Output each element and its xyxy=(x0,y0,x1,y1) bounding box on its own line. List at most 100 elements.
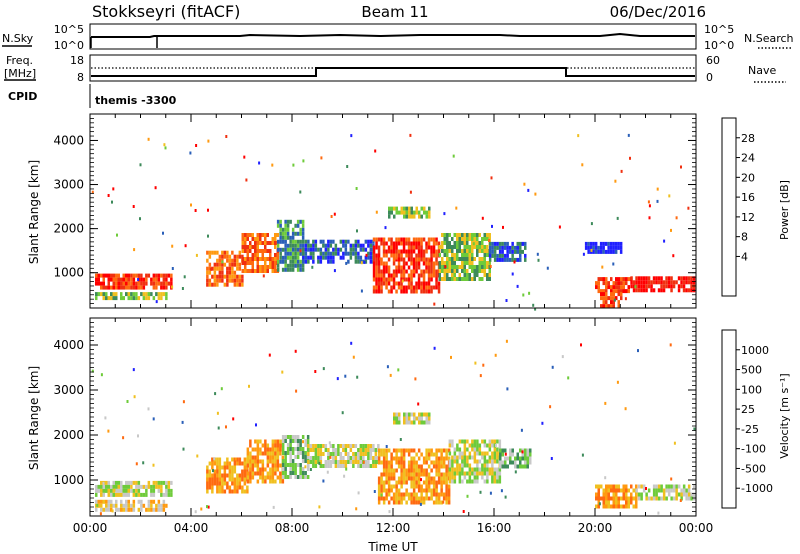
velocity-cell xyxy=(600,496,603,501)
velocity-cell xyxy=(657,488,661,493)
power-cell xyxy=(125,292,128,297)
power-cell xyxy=(137,296,141,301)
velocity-cell xyxy=(390,488,393,493)
power-cell xyxy=(369,255,373,260)
power-cell xyxy=(152,296,156,301)
velocity-cell xyxy=(127,492,130,497)
power-cell xyxy=(276,267,280,272)
power-cell xyxy=(274,265,277,269)
power-cell xyxy=(420,289,423,294)
velocity-cell xyxy=(261,479,265,484)
velocity-cell xyxy=(448,471,452,476)
velocity-cell xyxy=(382,472,386,477)
velocity-cell xyxy=(216,457,219,462)
velocity-cell xyxy=(165,484,168,489)
velocity-cell xyxy=(387,448,391,453)
power-cell xyxy=(420,273,423,278)
velocity-cell xyxy=(117,492,120,497)
velocity-cell xyxy=(612,500,615,505)
power-cell xyxy=(382,273,386,278)
velocity-cell xyxy=(110,507,113,512)
power-cell xyxy=(451,261,454,265)
velocity-cell xyxy=(367,456,370,460)
velocity-cell xyxy=(385,492,388,497)
power-cell xyxy=(218,270,222,275)
power-cell xyxy=(662,280,666,285)
power-cell xyxy=(478,257,481,261)
velocity-cell xyxy=(357,452,360,456)
power-cell xyxy=(458,257,461,261)
power-cell xyxy=(206,282,209,287)
power-cell xyxy=(301,263,305,268)
power-cell xyxy=(155,285,158,290)
power-scatter-point xyxy=(132,205,135,208)
velocity-scatter-point xyxy=(196,454,199,458)
power-cell xyxy=(216,266,219,271)
power-cell xyxy=(478,249,481,253)
power-cell xyxy=(249,249,252,253)
power-cell xyxy=(435,269,438,274)
velocity-cell xyxy=(213,477,217,482)
power-scatter-point xyxy=(320,156,323,160)
power-cell xyxy=(685,288,688,293)
velocity-cell xyxy=(127,503,130,508)
power-cell xyxy=(319,251,323,256)
velocity-cell xyxy=(249,475,252,480)
velocity-cell xyxy=(660,484,663,489)
power-cell xyxy=(284,235,287,240)
power-cell xyxy=(390,249,393,254)
power-cell xyxy=(107,296,110,301)
velocity-cell xyxy=(392,484,396,489)
power-cell xyxy=(286,251,290,256)
power-cell xyxy=(488,253,492,258)
power-cell xyxy=(291,263,295,268)
velocity-cell xyxy=(476,471,479,476)
power-scatter-point xyxy=(472,242,475,246)
power-cell xyxy=(605,289,608,294)
power-cell xyxy=(655,280,658,285)
power-cell xyxy=(612,300,615,305)
velocity-cell xyxy=(407,476,411,481)
power-cell xyxy=(274,269,277,273)
power-cell xyxy=(519,257,522,262)
power-cell xyxy=(417,261,421,266)
velocity-cell xyxy=(395,496,398,501)
power-cell xyxy=(246,253,249,257)
velocity-cell xyxy=(271,463,275,468)
power-scatter-point xyxy=(163,143,166,147)
velocity-cell xyxy=(456,459,459,464)
power-scatter-point xyxy=(333,212,336,216)
power-cell xyxy=(491,253,494,258)
power-cell xyxy=(395,249,398,254)
power-cell xyxy=(589,241,593,246)
power-cell xyxy=(441,233,444,237)
velocity-cell xyxy=(256,455,260,460)
power-cell xyxy=(432,241,436,246)
velocity-cell xyxy=(294,467,297,471)
power-cell xyxy=(246,245,249,249)
velocity-cell xyxy=(369,464,373,468)
power-cell xyxy=(670,280,673,285)
power-cell xyxy=(672,280,676,285)
velocity-cell xyxy=(425,412,428,417)
velocity-cell xyxy=(420,500,423,505)
velocity-cell xyxy=(380,472,383,477)
power-cell xyxy=(420,253,423,258)
power-cell xyxy=(296,251,300,256)
velocity-cell xyxy=(208,469,212,474)
velocity-cell xyxy=(493,479,497,484)
velocity-cell xyxy=(405,448,408,453)
velocity-scatter-point xyxy=(352,355,355,359)
velocity-cell xyxy=(402,448,406,453)
power-cell xyxy=(236,254,239,259)
power-cell xyxy=(599,245,603,250)
velocity-cell xyxy=(251,463,255,468)
power-cell xyxy=(322,255,325,260)
velocity-cell xyxy=(208,461,212,466)
power-cell xyxy=(102,296,105,301)
velocity-cell xyxy=(254,463,257,468)
velocity-cell xyxy=(226,481,229,486)
velocity-cell xyxy=(400,492,403,497)
power-cell xyxy=(281,247,285,252)
power-scatter-point xyxy=(409,190,412,194)
